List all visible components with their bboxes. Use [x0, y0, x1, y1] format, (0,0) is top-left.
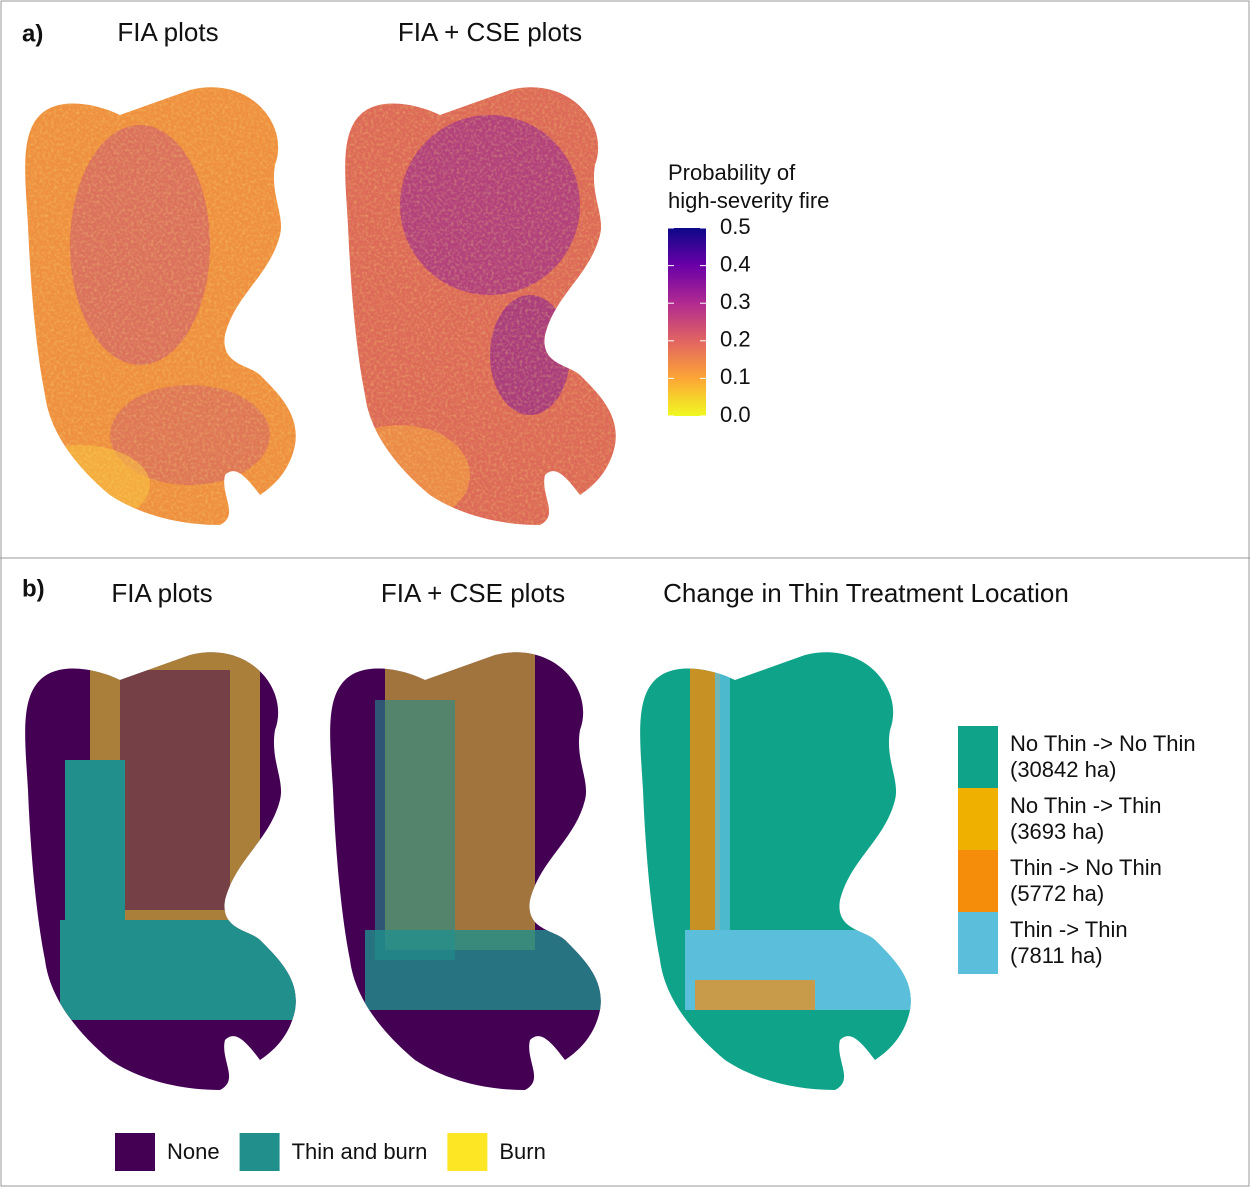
map-title: FIA plots: [117, 17, 218, 47]
legend-swatch: [958, 912, 998, 974]
figure: a) b) FIA plots FIA + CSE plots FIA plots FIA…: [0, 0, 1250, 1187]
legend-label: Thin and burn: [292, 1139, 428, 1164]
legend-area: (3693 ha): [1010, 819, 1104, 844]
tick-label: 0.1: [720, 364, 751, 389]
legend-label: No Thin -> Thin: [1010, 793, 1161, 818]
legend-label: No Thin -> No Thin: [1010, 731, 1196, 756]
panel-label: a): [22, 20, 43, 47]
map-a2: [330, 75, 630, 535]
legend-swatch: [958, 788, 998, 850]
legend-swatch: [447, 1133, 487, 1171]
colorbar: [668, 228, 706, 416]
map-title: FIA + CSE plots: [381, 578, 565, 608]
legend-area: (5772 ha): [1010, 881, 1104, 906]
legend-label: None: [167, 1139, 220, 1164]
tick-label: 0.0: [720, 402, 751, 427]
legend-swatch: [240, 1133, 280, 1171]
tick-label: 0.4: [720, 251, 751, 276]
map-title: FIA plots: [111, 578, 212, 608]
legend-label: Thin -> Thin: [1010, 917, 1128, 942]
tick-label: 0.2: [720, 327, 751, 352]
map-b2: [325, 640, 615, 1100]
legend-label: Burn: [499, 1139, 545, 1164]
map-title: FIA + CSE plots: [398, 17, 582, 47]
legend-area: (30842 ha): [1010, 757, 1116, 782]
panel-label: b): [22, 575, 45, 602]
map-a1: [10, 75, 310, 535]
legend-swatch: [115, 1133, 155, 1171]
legend-label: Thin -> No Thin: [1010, 855, 1162, 880]
tick-label: 0.5: [720, 214, 751, 239]
legend-title: high-severity fire: [668, 188, 829, 213]
legend-swatch: [958, 850, 998, 912]
legend-title: Probability of: [668, 160, 796, 185]
legend-area: (7811 ha): [1010, 943, 1103, 968]
map-b3: [635, 640, 925, 1100]
tick-label: 0.3: [720, 289, 751, 314]
map-b1: [20, 640, 310, 1100]
legend-swatch: [958, 726, 998, 788]
map-title: Change in Thin Treatment Location: [663, 578, 1069, 608]
